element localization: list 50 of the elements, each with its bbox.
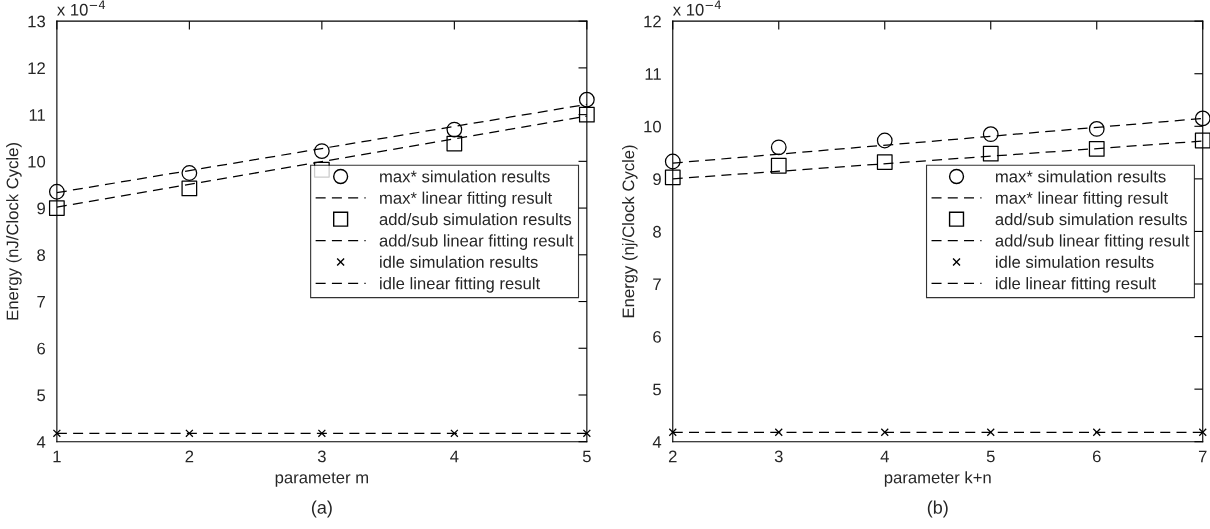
y-tick-label: 12 (28, 62, 45, 74)
y-tick-label: 5 (37, 389, 46, 402)
y-tick-label: 6 (653, 330, 661, 343)
legend-label: idle simulation results (380, 255, 538, 268)
y-axis-title: Energy (nJ/Clock Cycle) (6, 143, 22, 320)
legend-label: max* linear fitting result (995, 191, 1168, 208)
y-tick-label: 4 (652, 436, 662, 448)
y-tick-label: 11 (645, 68, 661, 80)
x-axis-title: parameter m (275, 472, 368, 487)
y-tick-label: 4 (36, 436, 46, 448)
y-tick-label: 13 (28, 15, 46, 28)
text: x 10$^{−4}$ (672, 0, 721, 16)
y-tick-label: 10 (644, 120, 661, 133)
y-tick-label: 11 (29, 109, 45, 121)
legend-label: idle simulation results (995, 255, 1154, 268)
x-axis-title: parameter k+n (884, 471, 991, 487)
y-tick-label: 9 (653, 173, 661, 186)
y-tick-label: 7 (653, 278, 661, 291)
y-tick-label: 8 (37, 249, 46, 261)
x-tick-label: 4 (880, 450, 889, 463)
y-tick-label: 9 (37, 202, 45, 215)
x-tick-label: 5 (582, 450, 591, 463)
x-tick-label: 6 (1092, 450, 1101, 463)
legend-label: idle linear fitting result (995, 277, 1156, 293)
x-tick-label: 2 (185, 450, 194, 463)
legend-label: idle linear fitting result (380, 277, 541, 293)
y-tick-label: 5 (653, 383, 661, 396)
legend-label: add/sub simulation results (379, 212, 572, 226)
x-tick-label: 4 (450, 450, 459, 463)
y-tick-label: 7 (37, 296, 45, 308)
y-axis-title: Energy (nj/Clock Cycle) (622, 145, 638, 318)
legend-label: add/sub linear fitting result (995, 234, 1190, 250)
legend-label: max* simulation results (380, 170, 550, 183)
x-tick-label: 7 (1198, 450, 1207, 463)
text: (b) (927, 500, 948, 518)
text: x 10$^{−4}$ (57, 0, 106, 16)
y-tick-label: 6 (37, 342, 46, 355)
legend-label: add/sub simulation results (995, 212, 1187, 226)
legend-label: max* simulation results (995, 170, 1166, 183)
x-tick-label: 5 (986, 450, 995, 463)
y-tick-label: 12 (644, 15, 661, 28)
y-tick-label: 10 (28, 155, 46, 168)
legend-label: max* linear fitting result (380, 191, 553, 208)
legend-label: add/sub linear fitting result (379, 234, 574, 250)
text: (a) (311, 500, 332, 518)
x-tick-label: 2 (668, 450, 677, 463)
y-tick-label: 8 (653, 225, 661, 238)
x-tick-label: 1 (53, 450, 61, 463)
x-tick-label: 3 (317, 450, 326, 463)
x-tick-label: 3 (774, 450, 783, 463)
